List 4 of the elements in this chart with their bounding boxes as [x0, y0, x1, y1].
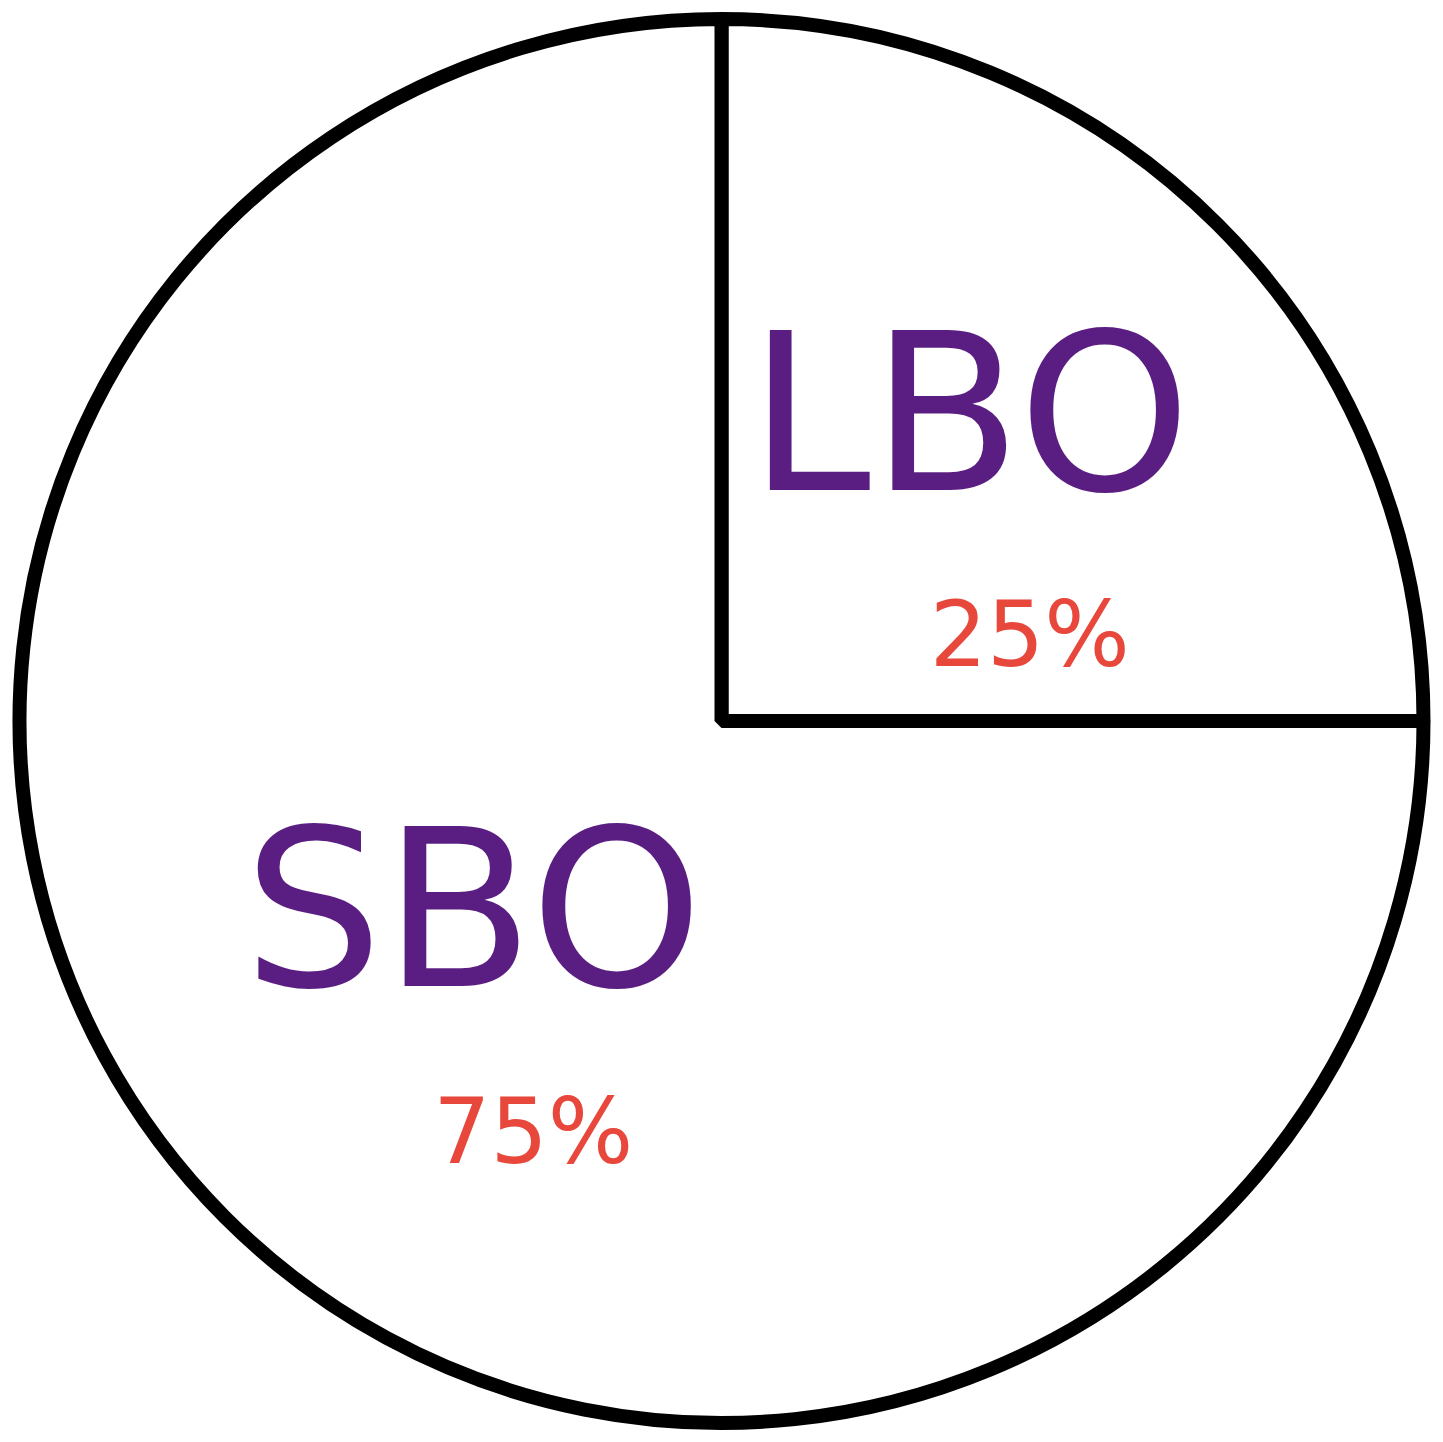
data-label: 25% [929, 582, 1130, 688]
data-label: 75% [433, 1078, 634, 1184]
slice-label: SBO [243, 782, 704, 1039]
slice-label: LBO [748, 285, 1192, 542]
